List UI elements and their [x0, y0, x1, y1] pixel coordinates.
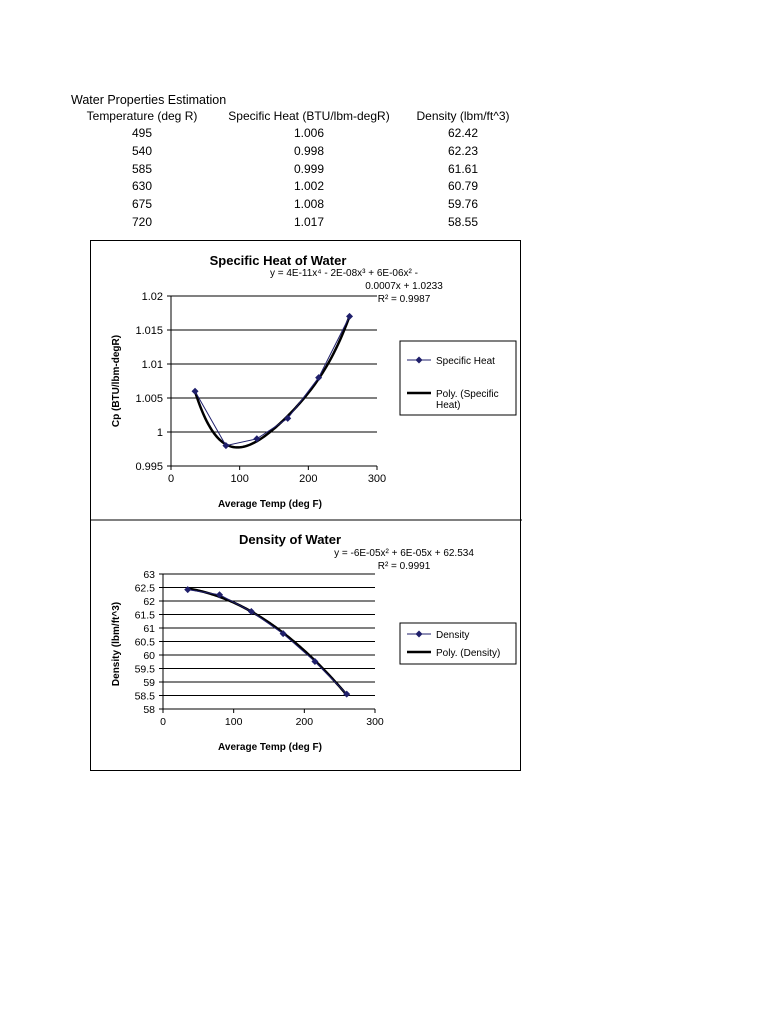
- y-tick-label: 58.5: [135, 691, 156, 703]
- y-tick-label: 1.02: [142, 291, 163, 303]
- legend-label: Heat): [436, 400, 460, 411]
- data-point: [222, 442, 230, 450]
- specific-heat-cell: 1.002: [293, 179, 325, 193]
- chart-title: Specific Heat of Water: [210, 253, 347, 268]
- temperature-cell: 630: [131, 179, 153, 193]
- temperature-cell: 585: [131, 162, 153, 176]
- chart-title: Density of Water: [239, 532, 341, 547]
- x-tick-label: 200: [296, 716, 314, 728]
- trendline-equation: R² = 0.9987: [378, 294, 431, 305]
- specific-heat-cell: 1.008: [293, 197, 325, 211]
- table-row: 495 1.006 62.42: [0, 126, 768, 144]
- data-point: [343, 690, 351, 698]
- density-cell: 62.23: [447, 144, 479, 158]
- table-row: 720 1.017 58.55: [0, 215, 768, 233]
- y-tick-label: 59: [143, 677, 155, 689]
- specific-heat-cell: 1.017: [293, 215, 325, 229]
- charts-canvas: 0.995 1 1.005 1.01 1.015 1.02 0 100 200 300 Specif…: [91, 253, 522, 753]
- specific-heat-cell: 1.006: [293, 126, 325, 140]
- data-point: [315, 374, 323, 382]
- y-tick-label: 61.5: [135, 610, 156, 622]
- legend-marker: [415, 356, 423, 364]
- x-tick-label: 200: [299, 473, 317, 485]
- data-point: [247, 608, 255, 616]
- x-tick-label: 0: [160, 716, 166, 728]
- legend-label: Density: [436, 630, 469, 641]
- chart-1: 0.995 1 1.005 1.01 1.015 1.02 0 100 200 300 Specif…: [111, 253, 517, 510]
- trendline-equation: y = 4E-11x⁴ - 2E-08x³ + 6E-06x² -: [270, 268, 418, 279]
- series-line: [187, 589, 348, 695]
- density-cell: 59.76: [447, 197, 479, 211]
- trendline-equation: R² = 0.9991: [378, 561, 431, 572]
- temperature-cell: 540: [131, 144, 153, 158]
- legend-label: Poly. (Density): [436, 648, 500, 659]
- y-tick-label: 1.01: [142, 359, 163, 371]
- y-tick-label: 60.5: [135, 637, 156, 649]
- x-axis-label: Average Temp (deg F): [218, 742, 322, 753]
- y-tick-label: 58: [143, 704, 155, 716]
- y-tick-label: 61: [143, 623, 155, 635]
- y-tick-label: 1.005: [135, 393, 163, 405]
- table-row: 540 0.998 62.23: [0, 144, 768, 162]
- column-header-temperature: Temperature (deg R): [86, 109, 198, 123]
- trendline: [193, 315, 351, 449]
- y-tick-label: 62.5: [135, 583, 156, 595]
- data-point: [284, 414, 292, 422]
- y-axis-label: Cp (BTU/lbm-degR): [111, 335, 122, 427]
- table-row: 675 1.008 59.76: [0, 197, 768, 215]
- density-cell: 60.79: [447, 179, 479, 193]
- y-tick-label: 0.995: [135, 461, 163, 473]
- specific-heat-cell: 0.998: [293, 144, 325, 158]
- charts-frame: 0.995 1 1.005 1.01 1.015 1.02 0 100 200 300 Specif…: [90, 240, 522, 771]
- x-tick-label: 0: [168, 473, 174, 485]
- trendline: [187, 587, 348, 696]
- column-header-specific-heat: Specific Heat (BTU/lbm-degR): [228, 109, 390, 123]
- x-axis-label: Average Temp (deg F): [218, 499, 322, 510]
- y-tick-label: 59.5: [135, 664, 156, 676]
- x-tick-label: 100: [230, 473, 248, 485]
- y-tick-label: 1.015: [135, 325, 163, 337]
- y-tick-label: 63: [143, 569, 155, 581]
- sheet-title: Water Properties Estimation: [71, 93, 227, 107]
- data-point: [253, 435, 261, 443]
- data-point: [191, 387, 199, 395]
- table-row: 585 0.999 61.61: [0, 162, 768, 180]
- x-tick-label: 300: [366, 716, 384, 728]
- trendline-equation: 0.0007x + 1.0233: [365, 281, 443, 292]
- y-tick-label: 60: [143, 650, 155, 662]
- series-line: [194, 316, 350, 447]
- temperature-cell: 675: [131, 197, 153, 211]
- data-point: [346, 312, 354, 320]
- y-axis-label: Density (lbm/ft^3): [111, 602, 122, 686]
- x-tick-label: 300: [368, 473, 386, 485]
- data-point: [216, 591, 224, 599]
- specific-heat-cell: 0.999: [293, 162, 325, 176]
- x-tick-label: 100: [225, 716, 243, 728]
- column-header-density: Density (lbm/ft^3): [416, 109, 510, 123]
- trendline-equation: y = -6E-05x² + 6E-05x + 62.534: [334, 548, 474, 559]
- y-tick-label: 1: [157, 427, 163, 439]
- table-header-row: Temperature (deg R) Specific Heat (BTU/l…: [0, 109, 768, 127]
- data-point: [279, 630, 287, 638]
- legend-box: [399, 340, 517, 416]
- y-tick-label: 62: [143, 596, 155, 608]
- legend-marker: [415, 630, 423, 638]
- data-point: [311, 657, 319, 665]
- temperature-cell: 495: [131, 126, 153, 140]
- legend: Density Poly. (Density): [399, 622, 517, 665]
- table-row: 630 1.002 60.79: [0, 179, 768, 197]
- legend-box: [399, 622, 517, 665]
- legend-label: Specific Heat: [436, 356, 495, 367]
- density-cell: 61.61: [447, 162, 479, 176]
- density-cell: 62.42: [447, 126, 479, 140]
- data-point: [184, 586, 192, 594]
- temperature-cell: 720: [131, 215, 153, 229]
- legend-label: Poly. (Specific: [436, 389, 499, 400]
- density-cell: 58.55: [447, 215, 479, 229]
